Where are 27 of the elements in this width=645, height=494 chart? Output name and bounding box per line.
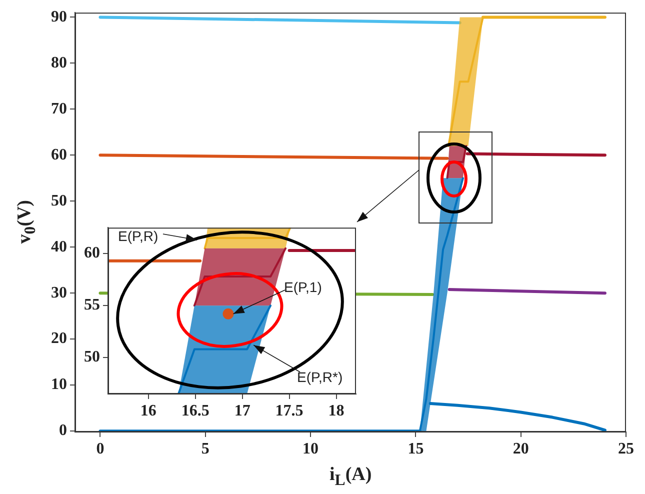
y-tick-label: 55 bbox=[84, 296, 100, 314]
annotation: E(P,R) bbox=[118, 228, 158, 244]
y-tick-label: 50 bbox=[84, 348, 100, 366]
x-tick-label: 17.5 bbox=[275, 402, 304, 420]
x-tick-label: 16 bbox=[140, 402, 156, 420]
x-tick-label: 25 bbox=[618, 440, 634, 458]
x-tick-label: 17 bbox=[234, 402, 250, 420]
y-tick-label: 70 bbox=[51, 100, 67, 118]
x-tick-label: 18 bbox=[328, 402, 344, 420]
x-tick-label: 15 bbox=[408, 440, 424, 458]
y-tick-label: 10 bbox=[51, 376, 67, 394]
y-tick-label: 60 bbox=[84, 244, 100, 262]
x-axis-title: i$_{L}$(A) bbox=[330, 464, 372, 490]
y-tick-label: 30 bbox=[51, 284, 67, 302]
x-tick-label: 16.5 bbox=[181, 402, 210, 420]
x-tick-label: 20 bbox=[512, 440, 529, 458]
y-tick-label: 80 bbox=[51, 54, 67, 72]
y-tick-label: 20 bbox=[51, 330, 67, 348]
y-tick-label: 60 bbox=[51, 146, 67, 164]
y-tick-label: 90 bbox=[51, 8, 67, 26]
annotation: E(P,R*) bbox=[297, 369, 343, 385]
y-tick-label: 50 bbox=[51, 192, 67, 210]
y-tick-label: 40 bbox=[51, 238, 67, 256]
x-tick-label: 5 bbox=[201, 440, 210, 458]
annotation: E(P,1) bbox=[284, 279, 322, 295]
x-tick-label: 10 bbox=[302, 440, 319, 458]
y-tick-label: 0 bbox=[59, 422, 67, 440]
